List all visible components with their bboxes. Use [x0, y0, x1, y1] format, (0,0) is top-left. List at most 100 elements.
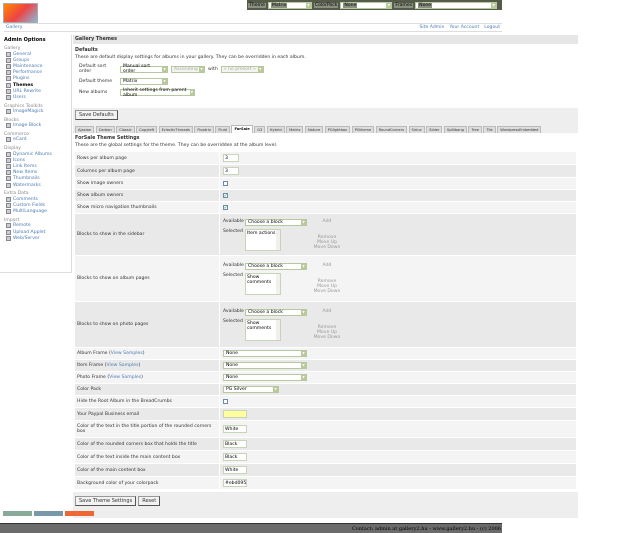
move-down-link[interactable]: Move Down	[313, 288, 341, 294]
sidebar-item-imagemagick[interactable]: ImageMagick	[4, 109, 67, 115]
default-theme-select[interactable]: Matrix ▼	[120, 78, 168, 85]
save-theme-settings-button[interactable]: Save Theme Settings	[75, 496, 137, 506]
tab-eclecticthreads[interactable]: EclecticThreads	[158, 126, 193, 133]
block-select[interactable]: Choose a block ▼	[245, 218, 307, 226]
tab-pgtheme[interactable]: PGtheme	[351, 126, 375, 133]
album-frame-select[interactable]: None ▼	[223, 350, 307, 357]
sidebar-item-upload-applet[interactable]: Upload Applet	[4, 229, 67, 235]
sidebar-item-remote[interactable]: Remote	[4, 223, 67, 229]
selected-block-item[interactable]: Item actions	[247, 230, 276, 236]
photo-frame-select[interactable]: None ▼	[223, 374, 307, 381]
c4-color-input[interactable]: White	[223, 466, 247, 474]
sidebar-item-plugins[interactable]: Plugins	[4, 76, 67, 82]
add-block-link[interactable]: Add	[322, 308, 332, 314]
sidebar-item-dynamic-albums[interactable]: Dynamic Albums	[4, 151, 67, 157]
breadcrumb-gallery[interactable]: Gallery	[6, 25, 23, 30]
sidebar-item-general[interactable]: General	[4, 51, 67, 57]
selected-blocks-list[interactable]: Item actions	[245, 228, 281, 251]
move-up-link[interactable]: Move Up	[316, 239, 338, 245]
color-pack-select[interactable]: PG Silver ▼	[223, 386, 279, 393]
logout-link[interactable]: Logout	[484, 25, 500, 30]
site-admin-link[interactable]: Site Admin	[419, 25, 445, 30]
theme-select[interactable]: Matrix ▼	[267, 1, 312, 9]
selected-block-item[interactable]: Show comments	[247, 274, 272, 285]
tab-classic[interactable]: Classic	[116, 126, 135, 133]
rows-per-page-input[interactable]: 3	[223, 154, 239, 162]
reset-button[interactable]: Reset	[138, 496, 161, 506]
add-block-link[interactable]: Add	[322, 218, 332, 224]
tab-siriux[interactable]: Siriux	[408, 126, 425, 133]
item-frame-select[interactable]: None ▼	[223, 362, 307, 369]
tab-g3[interactable]: G3	[254, 126, 266, 133]
move-down-link[interactable]: Move Down	[313, 244, 341, 250]
show-album-owners-checkbox[interactable]: ✔	[223, 193, 228, 198]
tab-carbon[interactable]: Carbon	[95, 126, 115, 133]
tab-wordpressembedded[interactable]: WordpressEmbedded	[497, 126, 542, 133]
sidebar-item-image-block[interactable]: Image Block	[4, 123, 67, 129]
sidebar-item-multilanguage[interactable]: MultiLanguage	[4, 209, 67, 215]
tab-matrix[interactable]: Matrix	[286, 126, 304, 133]
tab-hybrid[interactable]: Hybrid	[266, 126, 285, 133]
new-albums-select[interactable]: Inherit settings from parent album ▼	[120, 88, 195, 98]
gallery-logo[interactable]	[3, 3, 38, 23]
sidebar-item-url-rewrite[interactable]: URL Rewrite	[4, 88, 67, 94]
sort-order-select[interactable]: Manual sort order ▼	[120, 64, 168, 74]
sidebar-item-users[interactable]: Users	[4, 94, 67, 100]
sidebar-item-groups[interactable]: Groups	[4, 57, 67, 63]
badge[interactable]	[65, 511, 94, 516]
hide-root-checkbox[interactable]	[223, 399, 228, 404]
tab-forsale[interactable]: ForSale	[231, 125, 253, 133]
sidebar-item-custom-fields[interactable]: Custom Fields	[4, 202, 67, 208]
badge[interactable]	[34, 511, 63, 516]
move-down-link[interactable]: Move Down	[313, 334, 341, 340]
frames-select[interactable]: None ▼	[415, 1, 498, 9]
tab-floatrix[interactable]: Floatrix	[194, 126, 214, 133]
c5-color-input[interactable]: #ebd095	[223, 479, 247, 487]
move-up-link[interactable]: Move Up	[316, 329, 338, 335]
tab-tree[interactable]: Tree	[468, 126, 482, 133]
remove-block-link[interactable]: Remove	[317, 324, 337, 330]
sidebar-item-thumbnails[interactable]: Thumbnails	[4, 176, 67, 182]
sidebar-item-link-items[interactable]: Link Items	[4, 163, 67, 170]
show-image-owners-checkbox[interactable]	[223, 181, 228, 186]
selected-blocks-list[interactable]: Show comments	[245, 272, 281, 295]
tab-splitbang[interactable]: Splitbang	[443, 126, 467, 133]
view-samples-link[interactable]: View Samples	[109, 375, 142, 380]
sidebar-item-new-items[interactable]: New Items	[4, 170, 67, 176]
tab-pglightbox[interactable]: PGlightbox	[324, 126, 351, 133]
colorpack-select[interactable]: None ▼	[340, 1, 393, 9]
columns-per-page-input[interactable]: 3	[223, 167, 239, 175]
view-samples-link[interactable]: View Samples	[110, 351, 143, 356]
sidebar-item-comments[interactable]: Comments	[4, 196, 67, 202]
selected-block-item[interactable]: Show comments	[247, 320, 272, 331]
tab-fluid[interactable]: Fluid	[215, 126, 230, 133]
micro-nav-checkbox[interactable]: ✔	[223, 205, 228, 210]
sidebar-item-watermarks[interactable]: Watermarks	[4, 182, 67, 188]
remove-block-link[interactable]: Remove	[317, 234, 337, 240]
badge[interactable]	[3, 511, 32, 516]
sidebar-item-icons[interactable]: Icons	[4, 157, 67, 163]
view-samples-link[interactable]: View Samples	[106, 363, 139, 368]
sidebar-item-themes[interactable]: Themes	[4, 82, 67, 88]
remove-block-link[interactable]: Remove	[317, 278, 337, 284]
your-account-link[interactable]: Your Account	[449, 25, 480, 30]
c3-color-input[interactable]: Black	[223, 453, 247, 461]
tab-tile[interactable]: Tile	[483, 126, 496, 133]
sidebar-item-ecard[interactable]: eCard	[4, 137, 67, 143]
tab-copyleft[interactable]: Copyleft	[136, 126, 158, 133]
paypal-email-input[interactable]	[223, 410, 247, 418]
tab-nature[interactable]: Nature	[304, 126, 324, 133]
move-up-link[interactable]: Move Up	[316, 283, 338, 289]
c1-color-input[interactable]: White	[223, 425, 247, 433]
sidebar-item-performance[interactable]: Performance	[4, 70, 67, 76]
save-defaults-button[interactable]: Save Defaults	[75, 110, 118, 120]
selected-blocks-list[interactable]: Show comments	[245, 318, 281, 341]
tab-roundcorners[interactable]: RoundCorners	[375, 126, 407, 133]
block-select[interactable]: Choose a block ▼	[245, 262, 307, 270]
c2-color-input[interactable]: Black	[223, 440, 247, 448]
block-select[interactable]: Choose a block ▼	[245, 308, 307, 316]
add-block-link[interactable]: Add	[322, 262, 332, 268]
tab-slider[interactable]: Slider	[426, 126, 443, 133]
sidebar-item-maintenance[interactable]: Maintenance	[4, 63, 67, 69]
sidebar-item-web-server[interactable]: Web/Server	[4, 235, 67, 241]
